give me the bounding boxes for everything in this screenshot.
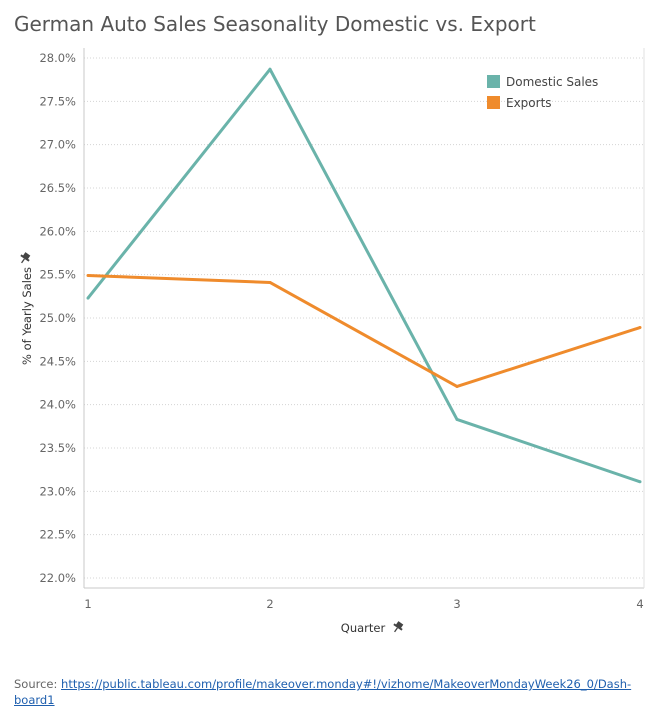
- data-point[interactable]: [455, 417, 459, 421]
- y-tick-label: 24.5%: [39, 354, 76, 368]
- data-point[interactable]: [638, 326, 642, 330]
- series-line-domestic-sales[interactable]: [86, 67, 641, 484]
- y-tick-label: 28.0%: [39, 51, 76, 65]
- y-tick-label: 23.5%: [39, 441, 76, 455]
- data-point[interactable]: [86, 274, 90, 278]
- y-tick-label: 25.0%: [39, 311, 76, 325]
- y-tick-label: 22.5%: [39, 528, 76, 542]
- source-label: Source:: [14, 677, 58, 691]
- x-tick-label: 1: [84, 597, 91, 611]
- y-tick-label: 23.0%: [39, 484, 76, 498]
- y-tick-label: 22.0%: [39, 571, 76, 585]
- source-link[interactable]: https://public.tableau.com/profile/makeo…: [14, 677, 632, 707]
- axes: [83, 48, 645, 589]
- y-tick-label: 24.0%: [39, 398, 76, 412]
- legend-swatch[interactable]: [487, 75, 500, 88]
- x-axis-title: Quarter: [341, 621, 386, 635]
- y-tick-label: 25.5%: [39, 268, 76, 282]
- x-axis-ticks: 1 2 3 4: [84, 597, 643, 611]
- chart-title: German Auto Sales Seasonality Domestic v…: [14, 12, 536, 36]
- y-axis-ticks: 22.0% 22.5% 23.0% 23.5% 24.0% 24.5% 25.0% 25.5%…: [39, 51, 76, 585]
- data-point[interactable]: [268, 67, 272, 71]
- x-tick-label: 2: [266, 597, 273, 611]
- y-axis-pin-icon[interactable]: [17, 251, 32, 266]
- series-lines: [86, 67, 642, 484]
- y-tick-label: 27.5%: [39, 94, 76, 108]
- line-chart: 22.0% 22.5% 23.0% 23.5% 24.0% 24.5% 25.0% 25.5%…: [17, 48, 645, 635]
- source-citation: Source: https://public.tableau.com/profi…: [14, 676, 634, 708]
- data-point[interactable]: [638, 480, 642, 484]
- y-tick-label: 27.0%: [39, 138, 76, 152]
- x-tick-label: 3: [453, 597, 460, 611]
- legend-label[interactable]: Domestic Sales: [506, 75, 598, 89]
- data-point[interactable]: [455, 384, 459, 388]
- x-axis-pin-icon[interactable]: [390, 620, 405, 635]
- data-point[interactable]: [86, 296, 90, 300]
- y-axis-title: % of Yearly Sales: [20, 267, 34, 365]
- legend[interactable]: Domestic Sales Exports: [487, 75, 598, 110]
- y-tick-label: 26.5%: [39, 181, 76, 195]
- legend-swatch[interactable]: [487, 96, 500, 109]
- gridlines: [84, 57, 644, 579]
- series-line-exports[interactable]: [87, 274, 641, 388]
- y-tick-label: 26.0%: [39, 224, 76, 238]
- legend-label[interactable]: Exports: [506, 96, 552, 110]
- data-point[interactable]: [268, 280, 272, 284]
- x-tick-label: 4: [636, 597, 643, 611]
